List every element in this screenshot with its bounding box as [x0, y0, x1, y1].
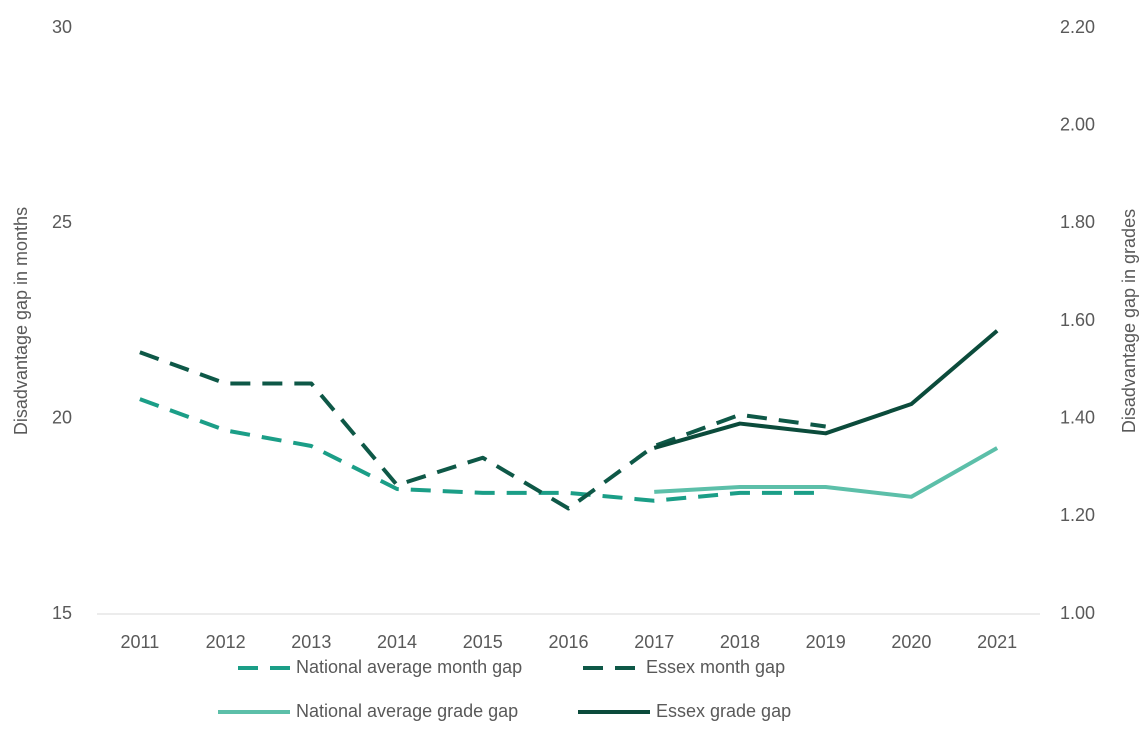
x-tick-label: 2021 — [977, 632, 1017, 652]
y-tick-label: 30 — [52, 17, 72, 37]
legend-label: Essex grade gap — [656, 701, 791, 721]
y2-tick-label: 1.00 — [1060, 603, 1095, 623]
y-tick-label: 25 — [52, 212, 72, 232]
y2-tick-label: 1.60 — [1060, 310, 1095, 330]
x-tick-label: 2019 — [806, 632, 846, 652]
x-tick-label: 2012 — [206, 632, 246, 652]
y2-axis-label: Disadvantage gap in grades — [1119, 209, 1139, 433]
series-line — [653, 329, 999, 450]
x-tick-label: 2018 — [720, 632, 760, 652]
series-line — [654, 446, 999, 499]
legend-label: Essex month gap — [646, 657, 785, 677]
series-line — [139, 350, 826, 511]
x-tick-label: 2015 — [463, 632, 503, 652]
x-tick-label: 2020 — [891, 632, 931, 652]
y2-tick-label: 1.20 — [1060, 505, 1095, 525]
series-line — [139, 397, 826, 503]
x-tick-label: 2017 — [634, 632, 674, 652]
y-tick-label: 20 — [52, 407, 72, 427]
y2-tick-label: 1.40 — [1060, 407, 1095, 427]
y-axis-label: Disadvantage gap in months — [11, 207, 31, 435]
x-tick-label: 2014 — [377, 632, 417, 652]
legend-label: National average grade gap — [296, 701, 518, 721]
x-tick-label: 2011 — [121, 632, 160, 652]
y-tick-label: 15 — [52, 603, 72, 623]
x-tick-label: 2013 — [291, 632, 331, 652]
y2-tick-label: 2.00 — [1060, 114, 1095, 134]
legend-label: National average month gap — [296, 657, 522, 677]
x-tick-label: 2016 — [548, 632, 588, 652]
y2-tick-label: 1.80 — [1060, 212, 1095, 232]
y2-tick-label: 2.20 — [1060, 17, 1095, 37]
